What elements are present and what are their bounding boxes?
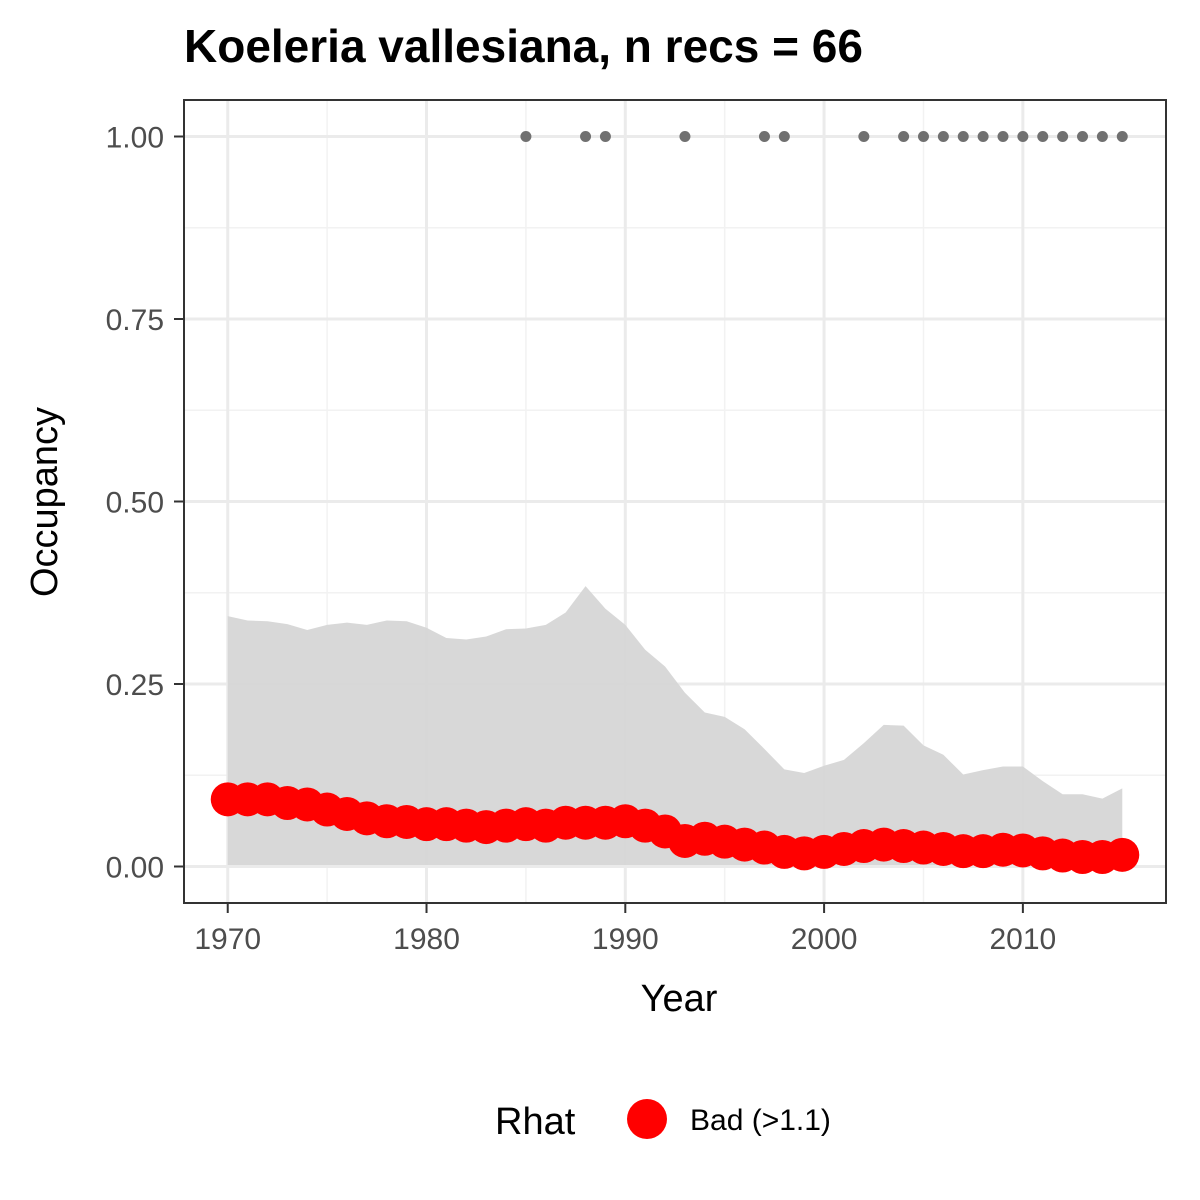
occupancy-points	[210, 782, 1140, 875]
detection-point	[997, 131, 1009, 142]
confidence-ribbon	[227, 586, 1123, 866]
axes: 1970 1980 1990 2000 2010 0.00 0.25 0.50 0.75 1.00	[106, 122, 1057, 957]
detection-point	[1116, 131, 1128, 142]
detection-point	[1096, 131, 1108, 142]
y-tick-label: 1.00	[106, 122, 164, 155]
y-tick-label: 0.50	[106, 487, 164, 520]
detection-point	[977, 131, 989, 142]
detection-point	[520, 131, 532, 142]
x-tick-label: 1980	[393, 923, 460, 956]
y-tick-label: 0.25	[106, 669, 164, 702]
detection-point	[917, 131, 929, 142]
y-tick-label: 0.75	[106, 304, 164, 337]
legend-title: Rhat	[495, 1101, 576, 1143]
detection-point	[937, 131, 949, 142]
detection-points	[520, 131, 1128, 142]
detection-point	[1037, 131, 1049, 142]
detection-point	[898, 131, 910, 142]
detection-point	[580, 131, 592, 142]
confidence-ribbon-area	[227, 586, 1123, 866]
detection-point	[679, 131, 691, 142]
x-axis-title: Year	[641, 978, 718, 1020]
detection-point	[1077, 131, 1089, 142]
x-tick-label: 1990	[592, 923, 659, 956]
x-tick-label: 2010	[989, 923, 1056, 956]
legend: Rhat Bad (>1.1)	[495, 1099, 831, 1143]
detection-point	[758, 131, 770, 142]
occupancy-point	[1105, 837, 1140, 872]
detection-point	[1017, 131, 1029, 142]
detection-point	[858, 131, 870, 142]
detection-point	[957, 131, 969, 142]
detection-point	[599, 131, 611, 142]
y-tick-label: 0.00	[106, 852, 164, 885]
legend-key-bad-rhat	[627, 1099, 667, 1139]
legend-label-bad-rhat: Bad (>1.1)	[690, 1104, 831, 1137]
x-tick-label: 1970	[194, 923, 261, 956]
y-axis-title: Occupancy	[24, 407, 66, 597]
x-tick-label: 2000	[791, 923, 858, 956]
detection-point	[1057, 131, 1069, 142]
detection-point	[778, 131, 790, 142]
chart-title: Koeleria vallesiana, n recs = 66	[184, 20, 863, 72]
